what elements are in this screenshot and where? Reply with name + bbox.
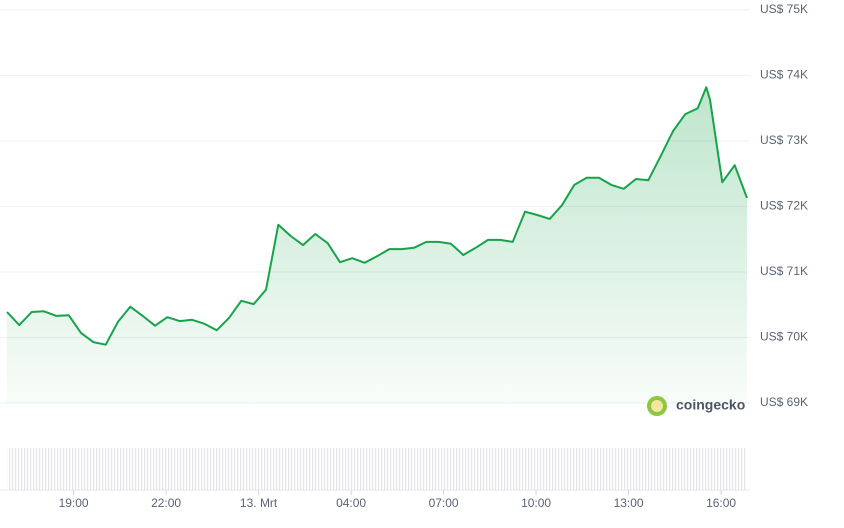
area [7,87,747,404]
y-tick-label: US$ 72K [760,199,808,213]
price-line [6,86,748,346]
y-tick-label: US$ 70K [760,330,808,344]
y-tick-label: US$ 73K [760,133,808,147]
x-tick-label: 16:00 [706,496,736,510]
y-tick-label: US$ 69K [760,395,808,409]
x-tick-label: 13. Mrt [240,496,278,510]
x-tick-label: 19:00 [59,496,89,510]
y-tick-label: US$ 74K [760,68,808,82]
volume-band [7,448,747,490]
x-tick-label: 07:00 [429,496,459,510]
x-tick-label: 04:00 [336,496,366,510]
y-tick-label: US$ 75K [760,2,808,16]
x-tick-label: 22:00 [151,496,181,510]
x-tick-label: 13:00 [614,496,644,510]
x-tick-label: 10:00 [521,496,551,510]
y-tick-label: US$ 71K [760,264,808,278]
watermark-text: coingecko [676,397,745,413]
watermark: coingecko [647,396,745,416]
